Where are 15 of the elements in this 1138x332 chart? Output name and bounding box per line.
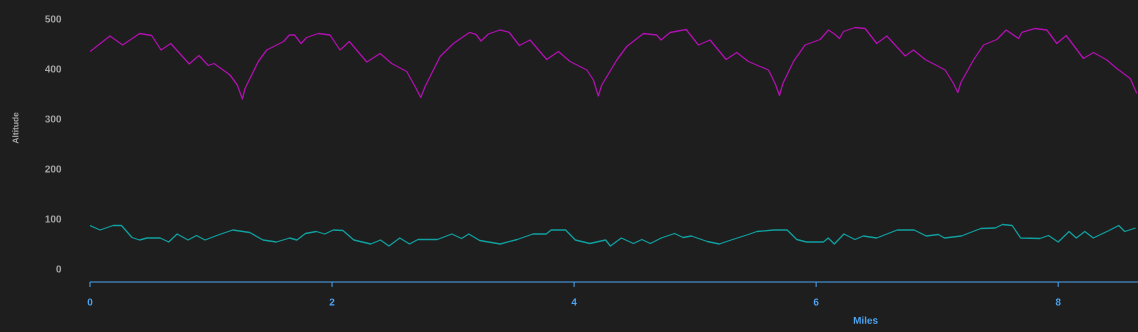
x-tick-label: 6 xyxy=(813,298,819,306)
y-tick-label: 100 xyxy=(45,215,62,223)
x-tick-label: 4 xyxy=(571,298,577,306)
line-series xyxy=(90,223,1137,247)
x-axis-title: Miles xyxy=(853,316,878,324)
y-tick-label: 300 xyxy=(45,115,62,123)
y-tick-label: 500 xyxy=(45,15,62,23)
y-axis-title: Altitude xyxy=(12,112,19,144)
x-tick-label: 2 xyxy=(329,298,335,306)
x-tick-label: 0 xyxy=(87,298,93,306)
y-tick-label: 400 xyxy=(45,65,62,73)
line-series xyxy=(90,26,1138,100)
x-tick-label: 8 xyxy=(1055,298,1061,306)
y-tick-label: 200 xyxy=(45,165,62,173)
y-tick-label: 0 xyxy=(56,265,62,273)
